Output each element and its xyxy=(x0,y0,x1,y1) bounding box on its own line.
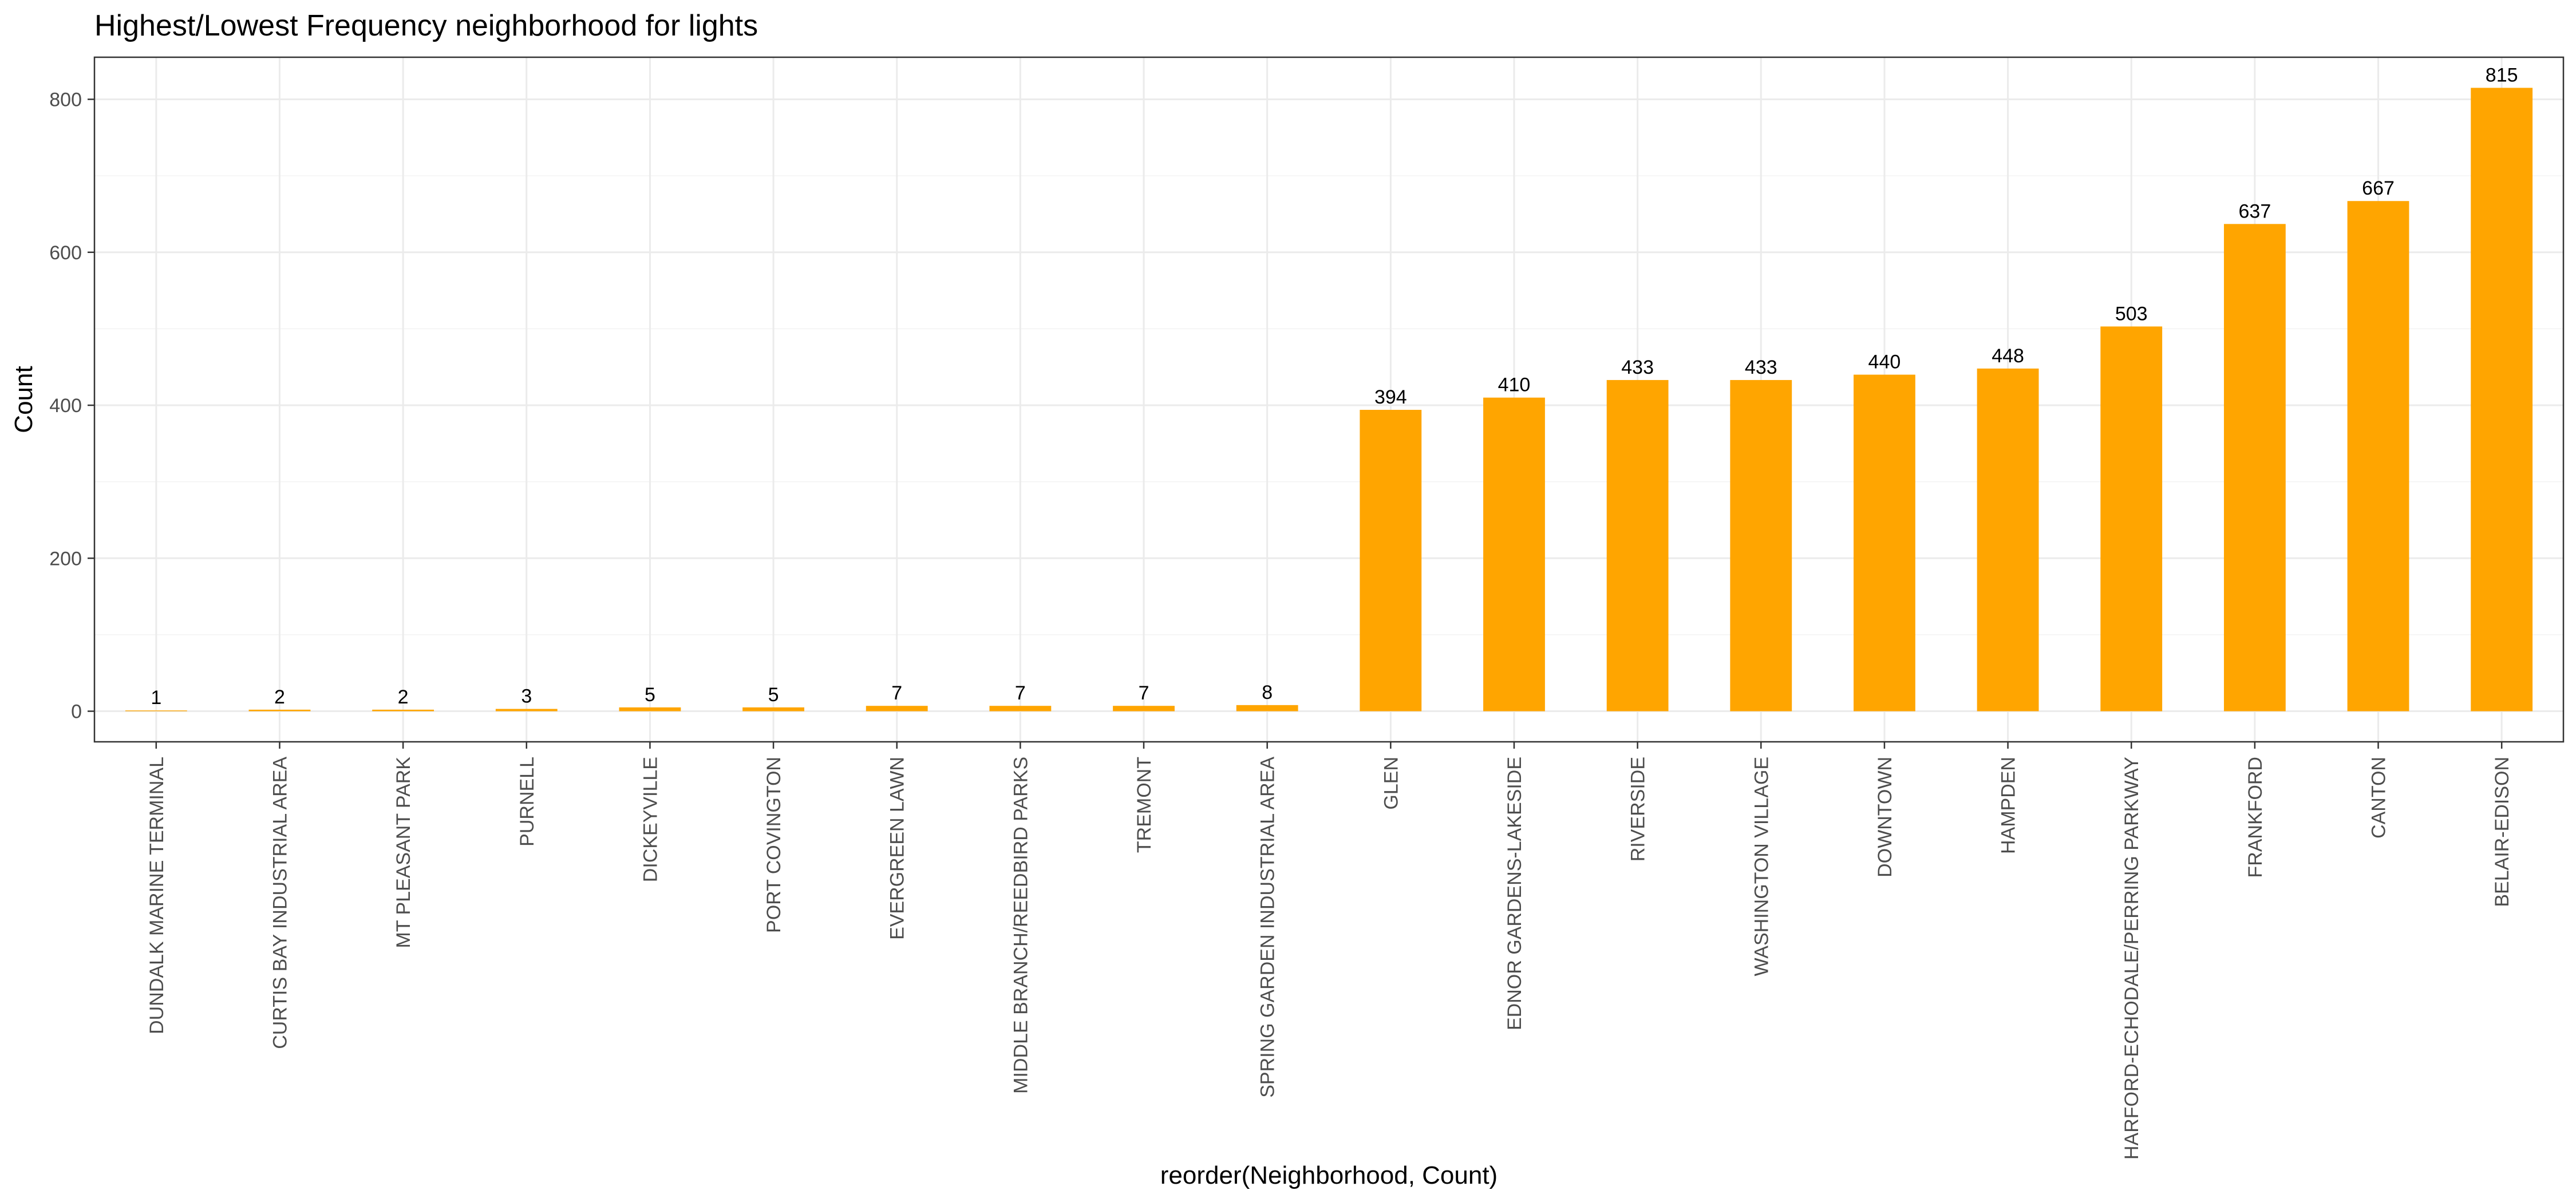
x-tick-label: EVERGREEN LAWN xyxy=(887,757,908,940)
bar xyxy=(1236,705,1298,711)
x-tick-label: TREMONT xyxy=(1133,757,1155,853)
bar xyxy=(2347,201,2409,711)
bar-value-label: 667 xyxy=(2362,177,2395,199)
bar xyxy=(125,710,187,711)
bar-value-label: 815 xyxy=(2486,64,2518,86)
x-tick-label: FRANKFORD xyxy=(2245,757,2266,878)
bar xyxy=(1730,379,1792,711)
bars xyxy=(125,88,2533,711)
bar-value-label: 8 xyxy=(1262,682,1273,703)
bar-value-label: 433 xyxy=(1745,357,1777,378)
y-tick-label: 800 xyxy=(49,89,82,110)
bar xyxy=(619,707,681,711)
x-tick-label: RIVERSIDE xyxy=(1627,757,1649,861)
bar-value-label: 7 xyxy=(1139,682,1149,704)
x-tick-label: MT PLEASANT PARK xyxy=(393,757,414,948)
bar-value-label: 3 xyxy=(521,686,532,707)
x-tick-label: DOWNTOWN xyxy=(1874,757,1896,877)
x-tick-label: BELAIR-EDISON xyxy=(2491,757,2513,907)
bar xyxy=(372,709,434,711)
x-tick-label: MIDDLE BRANCH/REEDBIRD PARKS xyxy=(1010,757,1032,1094)
bar xyxy=(2100,326,2163,711)
bar xyxy=(866,706,928,711)
x-axis-ticks: DUNDALK MARINE TERMINAL CURTIS BAY INDUST… xyxy=(146,742,2513,1160)
bar-value-label: 440 xyxy=(1868,351,1901,373)
plot-panel-border xyxy=(93,56,2565,743)
x-tick-label: HAMPDEN xyxy=(1998,757,2020,854)
x-tick-label: PORT COVINGTON xyxy=(763,757,785,933)
y-axis-ticks: 0 200 400 600 800 xyxy=(49,89,94,723)
bar-value-label: 2 xyxy=(398,686,409,708)
bar xyxy=(742,707,804,711)
x-tick-label: DUNDALK MARINE TERMINAL xyxy=(146,757,168,1034)
bar xyxy=(2223,224,2286,711)
bar-value-label: 2 xyxy=(274,686,285,708)
x-tick-label: GLEN xyxy=(1380,757,1402,810)
x-tick-label: HARFORD-ECHODALE/PERRING PARKWAY xyxy=(2121,757,2143,1160)
y-axis-title: Count xyxy=(10,366,38,433)
x-tick-label: SPRING GARDEN INDUSTRIAL AREA xyxy=(1257,757,1279,1098)
x-tick-label: CURTIS BAY INDUSTRIAL AREA xyxy=(269,757,291,1049)
bar-value-label: 5 xyxy=(645,684,655,706)
bar-value-label: 503 xyxy=(2115,303,2148,325)
y-tick-label: 200 xyxy=(49,548,82,570)
bar-value-label: 410 xyxy=(1498,374,1531,396)
chart-title: Highest/Lowest Frequency neighborhood fo… xyxy=(94,9,758,42)
bar-value-label: 394 xyxy=(1374,386,1407,408)
bar-value-label: 7 xyxy=(1015,682,1026,704)
bar xyxy=(2471,88,2533,711)
bar-value-label: 448 xyxy=(1992,345,2024,367)
bar xyxy=(1854,374,1915,711)
bar xyxy=(1113,706,1175,711)
x-tick-label: CANTON xyxy=(2368,757,2390,839)
y-tick-label: 400 xyxy=(49,395,82,417)
x-axis-title: reorder(Neighborhood, Count) xyxy=(1160,1161,1498,1189)
bar-value-label: 433 xyxy=(1621,357,1654,378)
bar-value-label: 637 xyxy=(2239,200,2271,222)
bar xyxy=(1360,410,1422,711)
y-tick-label: 0 xyxy=(71,701,82,723)
bar xyxy=(1483,397,1545,711)
bar xyxy=(989,706,1052,711)
x-tick-label: EDNOR GARDENS-LAKESIDE xyxy=(1504,757,1526,1030)
bar-value-label: 5 xyxy=(768,684,779,706)
x-tick-label: WASHINGTON VILLAGE xyxy=(1751,757,1772,976)
y-tick-label: 600 xyxy=(49,242,82,264)
x-tick-label: PURNELL xyxy=(516,757,538,847)
bar xyxy=(1977,368,2039,711)
x-tick-label: DICKEYVILLE xyxy=(639,757,661,882)
bar xyxy=(495,709,558,711)
data-labels: 1 2 2 3 5 5 7 7 7 8 394 410 433 433 440 448 503 637 667 815 xyxy=(151,64,2518,709)
bar xyxy=(248,709,311,711)
bar-value-label: 7 xyxy=(891,682,902,704)
bar xyxy=(1606,379,1669,711)
bar-value-label: 1 xyxy=(151,687,161,709)
